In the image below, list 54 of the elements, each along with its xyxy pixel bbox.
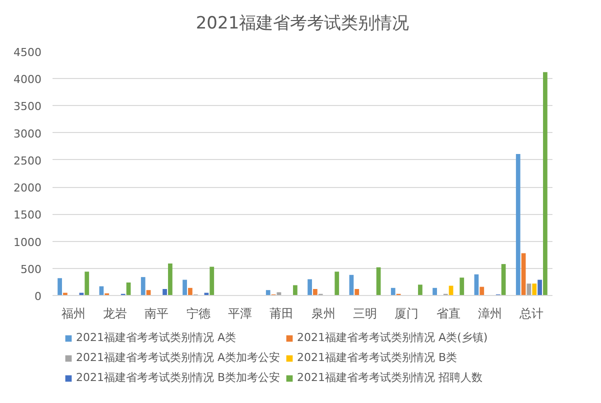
chart-title: 2021福建省考考试类别情况 (196, 14, 410, 34)
x-tick-label: 厦门 (394, 306, 419, 320)
legend-label: 2021福建省考考试类别情况 A类(乡镇) (297, 330, 488, 345)
bar (501, 264, 506, 296)
y-tick-label: 500 (20, 262, 42, 276)
x-tick-label: 三明 (353, 306, 377, 320)
bar (168, 264, 172, 296)
x-tick-label: 宁德 (186, 306, 210, 320)
bar (210, 266, 214, 296)
x-tick-label: 省直 (436, 306, 460, 320)
bar (532, 284, 537, 296)
bar (418, 284, 422, 296)
y-tick-label: 0 (34, 290, 42, 303)
legend-label: 2021福建省考考试类别情况 B类加考公安 (76, 370, 280, 385)
legend-label: 2021福建省考考试类别情况 B类 (297, 350, 458, 365)
x-tick-label: 总计 (518, 306, 544, 320)
bar (313, 288, 318, 296)
y-tick-label: 1000 (14, 236, 42, 249)
bar (432, 288, 437, 296)
y-tick-label: 3500 (14, 100, 42, 114)
bar (516, 154, 520, 296)
x-tick-label: 莆田 (270, 306, 294, 320)
bar (521, 253, 526, 296)
y-tick-label: 3000 (14, 127, 42, 140)
legend-label: 2021福建省考考试类别情况 招聘人数 (297, 370, 483, 385)
bar (182, 280, 187, 296)
y-tick-label: 2000 (14, 182, 42, 195)
y-tick-label: 4000 (14, 73, 42, 86)
x-tick-label: 福州 (61, 306, 86, 320)
y-tick-label: 4500 (14, 46, 42, 59)
bar (538, 280, 542, 296)
bar (188, 288, 192, 296)
legend-label: 2021福建省考考试类别情况 A类 (76, 330, 236, 345)
bar (162, 288, 167, 296)
x-tick-label: 龙岩 (103, 306, 127, 320)
bar (390, 288, 396, 296)
x-tick-label: 南平 (144, 306, 169, 320)
y-tick-label: 1500 (14, 208, 42, 222)
bar (140, 277, 146, 296)
bar (308, 279, 312, 296)
x-tick-label: 泉州 (311, 306, 336, 320)
bar (460, 278, 464, 296)
legend-label: 2021福建省考考试类别情况 A类加考公安 (76, 350, 280, 365)
bar (480, 286, 484, 296)
bar (58, 278, 62, 296)
x-tick-label: 平潭 (228, 306, 252, 320)
bar (266, 290, 270, 296)
x-tick-label: 漳州 (478, 306, 502, 320)
bar (543, 72, 548, 296)
bar (334, 272, 340, 296)
bar (354, 288, 360, 296)
bar (84, 272, 90, 296)
bar (293, 285, 298, 296)
y-tick-label: 2500 (14, 154, 42, 168)
